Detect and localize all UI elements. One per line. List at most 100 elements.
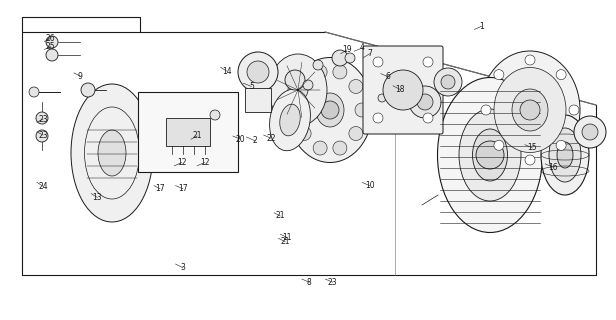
Circle shape — [434, 68, 462, 96]
Circle shape — [297, 126, 311, 140]
Text: 7: 7 — [367, 49, 372, 58]
FancyBboxPatch shape — [166, 118, 210, 146]
Circle shape — [247, 61, 269, 83]
Text: 17: 17 — [178, 184, 188, 193]
Circle shape — [46, 49, 58, 61]
Ellipse shape — [557, 142, 573, 168]
Ellipse shape — [512, 89, 548, 131]
Circle shape — [494, 140, 504, 150]
Text: 2: 2 — [253, 136, 257, 145]
Circle shape — [441, 75, 455, 89]
Text: 21: 21 — [280, 237, 290, 246]
Text: 24: 24 — [38, 182, 48, 191]
Circle shape — [556, 70, 566, 80]
Circle shape — [303, 80, 313, 90]
Ellipse shape — [437, 77, 543, 233]
Text: 6: 6 — [386, 72, 391, 81]
Circle shape — [349, 79, 363, 93]
Circle shape — [333, 65, 347, 79]
Circle shape — [476, 141, 504, 169]
Text: 14: 14 — [222, 67, 232, 76]
Text: 12: 12 — [200, 158, 209, 167]
Circle shape — [349, 126, 363, 140]
Text: 25: 25 — [46, 42, 55, 51]
Text: 26: 26 — [46, 34, 55, 43]
Ellipse shape — [480, 51, 580, 169]
Circle shape — [291, 103, 305, 117]
Text: 23: 23 — [38, 115, 48, 124]
Circle shape — [288, 80, 308, 100]
Circle shape — [525, 155, 535, 165]
Circle shape — [373, 113, 383, 123]
Text: 22: 22 — [266, 134, 276, 143]
Circle shape — [321, 101, 339, 119]
Text: 10: 10 — [365, 181, 375, 190]
Ellipse shape — [316, 93, 344, 127]
Text: 17: 17 — [155, 184, 165, 193]
Circle shape — [582, 124, 598, 140]
Text: 15: 15 — [527, 143, 537, 152]
Text: 8: 8 — [307, 278, 312, 287]
Text: 11: 11 — [282, 233, 292, 242]
Circle shape — [373, 57, 383, 67]
Circle shape — [81, 83, 95, 97]
Ellipse shape — [270, 89, 310, 151]
Text: 23: 23 — [38, 131, 48, 140]
Circle shape — [481, 105, 491, 115]
Circle shape — [409, 86, 441, 118]
Circle shape — [383, 70, 423, 110]
Circle shape — [297, 79, 311, 93]
Circle shape — [520, 100, 540, 120]
FancyBboxPatch shape — [138, 92, 238, 172]
Circle shape — [494, 70, 504, 80]
Text: 23: 23 — [328, 278, 338, 287]
Text: 12: 12 — [177, 158, 187, 167]
Ellipse shape — [71, 84, 153, 222]
Circle shape — [313, 141, 327, 155]
Ellipse shape — [98, 130, 126, 176]
Text: 19: 19 — [342, 45, 352, 54]
Circle shape — [378, 94, 386, 102]
Text: 1: 1 — [479, 22, 484, 31]
Text: 20: 20 — [235, 135, 245, 144]
Ellipse shape — [494, 68, 566, 153]
Text: 4: 4 — [360, 44, 365, 52]
Circle shape — [285, 70, 305, 90]
Circle shape — [569, 105, 579, 115]
Circle shape — [210, 110, 220, 120]
Circle shape — [345, 53, 355, 63]
Circle shape — [556, 140, 566, 150]
Circle shape — [423, 57, 433, 67]
Circle shape — [36, 130, 48, 142]
Text: 18: 18 — [395, 85, 405, 94]
Ellipse shape — [472, 129, 508, 181]
Text: 16: 16 — [548, 163, 557, 172]
Circle shape — [417, 94, 433, 110]
FancyBboxPatch shape — [245, 88, 271, 112]
FancyBboxPatch shape — [363, 46, 443, 134]
Text: 13: 13 — [92, 193, 102, 202]
Ellipse shape — [269, 54, 327, 126]
Circle shape — [46, 36, 58, 48]
Circle shape — [355, 103, 369, 117]
Circle shape — [313, 60, 323, 70]
Text: 21: 21 — [192, 132, 202, 140]
Text: 9: 9 — [78, 72, 83, 81]
Ellipse shape — [280, 104, 300, 136]
Ellipse shape — [459, 109, 521, 201]
Ellipse shape — [549, 128, 581, 182]
Text: 21: 21 — [275, 212, 285, 220]
Text: 3: 3 — [180, 263, 185, 272]
Circle shape — [29, 87, 39, 97]
Circle shape — [332, 50, 348, 66]
Ellipse shape — [288, 58, 373, 163]
Circle shape — [333, 141, 347, 155]
Circle shape — [423, 113, 433, 123]
Circle shape — [574, 116, 606, 148]
Circle shape — [238, 52, 278, 92]
Text: 5: 5 — [249, 82, 254, 91]
Circle shape — [393, 83, 403, 93]
Ellipse shape — [541, 115, 589, 195]
Circle shape — [313, 65, 327, 79]
Circle shape — [525, 55, 535, 65]
